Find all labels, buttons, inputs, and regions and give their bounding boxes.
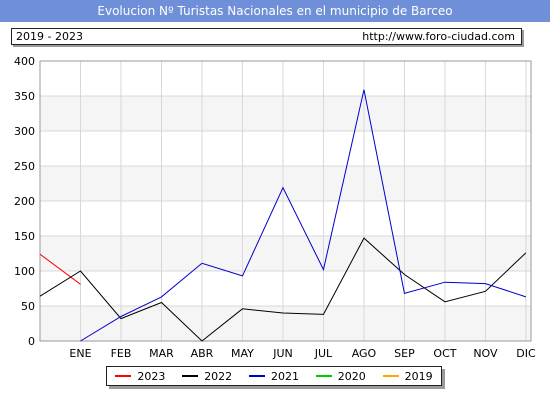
series-line-2023	[39, 253, 81, 285]
legend-swatch	[315, 375, 332, 377]
y-tick-label: 50	[21, 300, 35, 313]
x-tick-label: SEP	[394, 347, 415, 360]
x-tick-label: JUL	[314, 347, 333, 360]
x-tick-label: ABR	[191, 347, 214, 360]
series-line-2022	[39, 237, 527, 342]
x-tick-label: DIC	[516, 347, 536, 360]
y-tick-label: 100	[14, 265, 35, 278]
y-tick-label: 350	[14, 90, 35, 103]
info-bar: 2019 - 2023 http://www.foro-ciudad.com	[11, 28, 522, 45]
chart-legend: 2023 2022 2021 2020 2019	[106, 366, 442, 386]
y-tick-label: 400	[14, 55, 35, 68]
grid-band	[40, 96, 531, 131]
legend-swatch	[382, 375, 399, 377]
y-tick-label: 200	[14, 195, 35, 208]
legend-item-2023: 2023	[115, 370, 165, 383]
y-tick-label: 300	[14, 125, 35, 138]
x-tick-label: FEB	[111, 347, 132, 360]
x-tick-label: MAY	[231, 347, 254, 360]
source-url: http://www.foro-ciudad.com	[362, 30, 515, 43]
grid-band	[40, 306, 531, 341]
y-tick-label: 0	[28, 335, 35, 348]
legend-label: 2021	[270, 369, 299, 383]
legend-item-2021: 2021	[248, 369, 299, 383]
legend-swatch	[248, 375, 265, 377]
period-label: 2019 - 2023	[16, 30, 83, 43]
grid-band	[40, 236, 531, 271]
grid-band	[40, 166, 531, 201]
legend-item-2019: 2019	[382, 369, 433, 383]
legend-swatch	[182, 375, 199, 377]
legend-swatch	[115, 375, 132, 377]
x-tick-label: JUN	[272, 347, 293, 360]
legend-label: 2023	[137, 369, 166, 383]
legend-item-2020: 2020	[315, 369, 366, 383]
x-tick-label: OCT	[433, 347, 456, 360]
y-tick-label: 250	[14, 160, 35, 173]
x-tick-label: MAR	[149, 347, 174, 360]
x-tick-label: ENE	[69, 347, 91, 360]
y-tick-label: 150	[14, 230, 35, 243]
x-tick-label: AGO	[352, 347, 377, 360]
series-line-2021	[80, 89, 527, 342]
chart-title: Evolucion Nº Turistas Nacionales en el m…	[0, 0, 550, 22]
legend-item-2022: 2022	[182, 370, 232, 383]
legend-label: 2022	[204, 369, 233, 383]
legend-label: 2019	[404, 369, 433, 383]
x-tick-label: NOV	[473, 347, 498, 360]
plot-border	[39, 60, 532, 342]
legend-label: 2020	[337, 369, 366, 383]
